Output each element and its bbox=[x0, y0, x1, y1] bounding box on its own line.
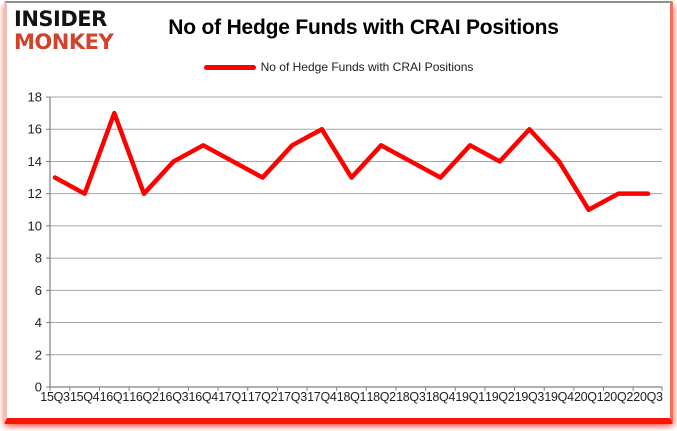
x-axis-tick-label: 15Q4 bbox=[70, 390, 100, 404]
x-axis-tick-label: 16Q3 bbox=[159, 390, 189, 404]
x-axis-tick-label: 18Q2 bbox=[366, 390, 396, 404]
x-axis-tick-label: 16Q4 bbox=[189, 390, 219, 404]
x-axis-tick-label: 19Q2 bbox=[485, 390, 515, 404]
y-axis-tick-label: 16 bbox=[28, 122, 42, 137]
x-axis-tick-label: 17Q3 bbox=[278, 390, 308, 404]
series-line bbox=[52, 110, 651, 213]
y-axis-tick-label: 18 bbox=[28, 90, 42, 105]
y-axis-tick-label: 8 bbox=[35, 251, 42, 266]
y-axis-tick-label: 14 bbox=[28, 154, 42, 169]
x-axis-tick-label: 17Q4 bbox=[307, 390, 337, 404]
x-axis-tick-label: 16Q2 bbox=[129, 390, 159, 404]
x-axis-tick-label: 18Q1 bbox=[337, 390, 367, 404]
y-axis-tick-label: 12 bbox=[28, 186, 42, 201]
x-axis-tick-label: 18Q4 bbox=[426, 390, 456, 404]
x-axis-tick-label: 20Q1 bbox=[574, 390, 604, 404]
x-axis-tick-label: 19Q3 bbox=[515, 390, 545, 404]
y-axis-tick-label: 4 bbox=[35, 315, 42, 330]
x-axis-tick-label: 17Q1 bbox=[218, 390, 248, 404]
widget-frame: INSIDER MONKEY No of Hedge Funds with CR… bbox=[4, 1, 673, 424]
x-axis-tick-label: 17Q2 bbox=[248, 390, 278, 404]
x-axis-tick-label: 16Q1 bbox=[100, 390, 130, 404]
y-axis-tick-label: 0 bbox=[35, 380, 42, 395]
x-axis-tick-label: 19Q4 bbox=[544, 390, 574, 404]
y-axis-tick-label: 6 bbox=[35, 283, 42, 298]
x-axis-tick-label: 15Q3 bbox=[40, 390, 70, 404]
x-axis-tick-label: 20Q2 bbox=[604, 390, 634, 404]
insider-monkey-logo: INSIDER MONKEY bbox=[14, 7, 114, 54]
x-axis-tick-label: 19Q1 bbox=[455, 390, 485, 404]
y-axis-tick-label: 10 bbox=[28, 218, 42, 233]
x-axis-tick-label: 20Q3 bbox=[633, 390, 663, 404]
chart-legend: No of Hedge Funds with CRAI Positions bbox=[7, 60, 670, 74]
x-axis-tick-label: 18Q3 bbox=[396, 390, 426, 404]
chart-title: No of Hedge Funds with CRAI Positions bbox=[168, 16, 559, 39]
logo-text-monkey: MONKEY bbox=[14, 30, 114, 54]
legend-label: No of Hedge Funds with CRAI Positions bbox=[260, 60, 474, 74]
legend-line-swatch bbox=[203, 64, 256, 70]
y-axis-tick-label: 2 bbox=[35, 347, 42, 362]
logo-text-insider: INSIDER bbox=[14, 7, 107, 31]
